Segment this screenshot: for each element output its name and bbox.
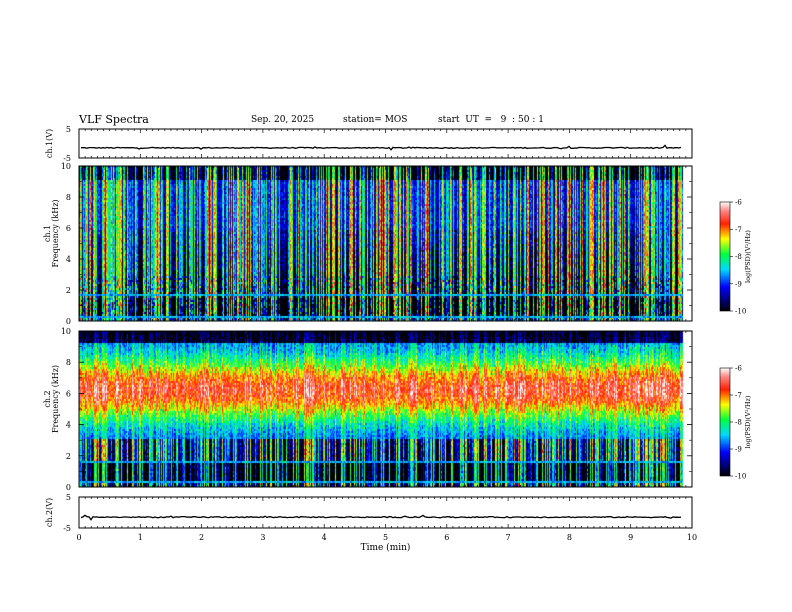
colorbar-tick-label: -8 [735,253,742,261]
y-tick-label: -5 [63,154,71,163]
x-tick-label: 8 [567,533,572,542]
colorbar-tick-label: -9 [735,280,742,288]
x-tick-label: 3 [260,533,265,542]
spectrogram-image [79,331,692,487]
spectrogram-image [79,166,692,321]
y-tick-label: 8 [66,358,71,367]
x-axis-label: Time (min) [361,542,411,553]
y-tick-label: 6 [66,389,71,398]
ch1-colorbar: -6 -7 -8 -9 -10 log(PSD)(V²/Hz) [719,199,752,316]
panel-frame [78,128,693,159]
colorbar-tick-label: -7 [735,226,742,234]
x-tick-label: 1 [138,533,143,542]
voltage-axis-label: ch.1(V) [45,129,54,158]
y-tick-label: 8 [66,193,71,202]
start-time-label: start UT = 9 : 50 : 1 [438,115,544,125]
ch1-waveform-panel: 5 -5 ch.1(V) [45,125,693,163]
y-tick-label: 2 [66,452,71,461]
waveform-trace [80,514,682,521]
station-label: station= MOS [343,115,408,125]
frequency-axis-label: Frequency (kHz) [51,365,60,433]
y-tick-label: -5 [63,524,71,533]
ch2-waveform-panel: 5 -5 ch.2(V) 0 1 2 3 4 5 6 7 8 9 10 Time (min) [45,493,697,553]
channel-label: ch.2 [43,390,52,407]
colorbar-tick-label: -7 [735,392,742,400]
colorbar-label: log(PSD)(V²/Hz) [744,395,752,448]
y-tick-label: 4 [66,255,71,264]
colorbar-tick-label: -10 [735,308,746,316]
y-tick-label: 10 [61,162,71,171]
ch1-spectrogram-panel: 0 2 4 6 8 10 ch.1 Frequency (kHz) [43,162,693,326]
x-tick-label: 10 [687,533,697,542]
colorbar-label: log(PSD)(V²/Hz) [744,230,752,283]
x-tick-label: 4 [322,533,327,542]
y-tick-label: 5 [66,125,71,134]
waveform-trace [81,144,682,151]
colorbar-gradient [719,201,731,312]
x-tick-label: 7 [506,533,511,542]
colorbar-gradient [719,367,731,477]
ch2-spectrogram-panel: 0 2 4 6 8 10 ch.2 Frequency (kHz) [43,327,693,492]
channel-label: ch.1 [43,225,52,242]
plot-title: VLF Spectra [79,113,149,126]
colorbar-tick-label: -6 [735,365,742,373]
voltage-axis-label: ch.2(V) [45,498,54,527]
y-tick-label: 6 [66,224,71,233]
colorbar-tick-label: -10 [735,473,746,481]
y-tick-label: 10 [61,327,71,336]
ch2-colorbar: -6 -7 -8 -9 -10 log(PSD)(V²/Hz) [719,365,752,481]
x-tick-label: 5 [383,533,388,542]
colorbar-tick-label: -6 [735,199,742,207]
frequency-axis-label: Frequency (kHz) [51,199,60,267]
colorbar-tick-label: -9 [735,446,742,454]
y-tick-label: 0 [66,483,71,492]
x-tick-label: 2 [199,533,204,542]
colorbar-tick-label: -8 [735,419,742,427]
panel-frame [78,496,693,529]
x-tick-label: 0 [76,533,81,542]
y-tick-label: 4 [66,421,71,430]
date-label: Sep. 20, 2025 [251,115,315,125]
y-tick-label: 5 [66,493,71,502]
x-tick-label: 9 [628,533,633,542]
x-tick-label: 6 [444,533,449,542]
y-tick-label: 0 [66,317,71,326]
y-tick-label: 2 [66,286,71,295]
